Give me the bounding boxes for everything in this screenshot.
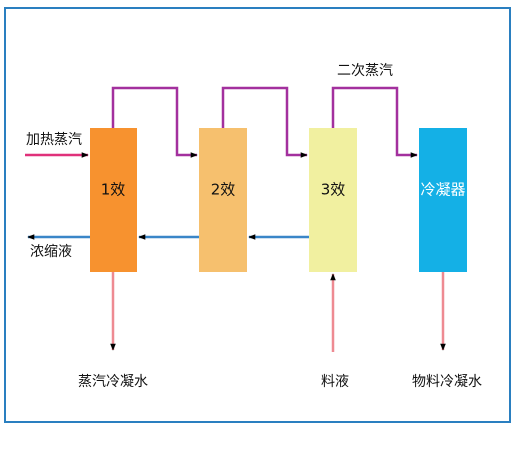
steam-pipes [111,86,418,158]
frame [4,7,511,423]
flow-label: 物料冷凝水 [412,374,482,390]
effect-1 [90,128,137,272]
flow-label: 浓缩液 [30,244,72,260]
node-label: 3效 [321,181,346,199]
node-label: 冷凝器 [420,181,465,199]
effect-3 [309,128,357,272]
effect-2 [199,128,247,272]
flow-label: 料液 [321,374,349,390]
condenser [419,128,467,272]
flow-label: 二次蒸汽 [337,63,393,79]
liquid-lines [110,272,446,352]
node-label: 1效 [101,181,126,199]
flow-label: 蒸汽冷凝水 [78,374,148,390]
flow-label: 加热蒸汽 [26,132,82,148]
node-label: 2效 [211,181,236,199]
